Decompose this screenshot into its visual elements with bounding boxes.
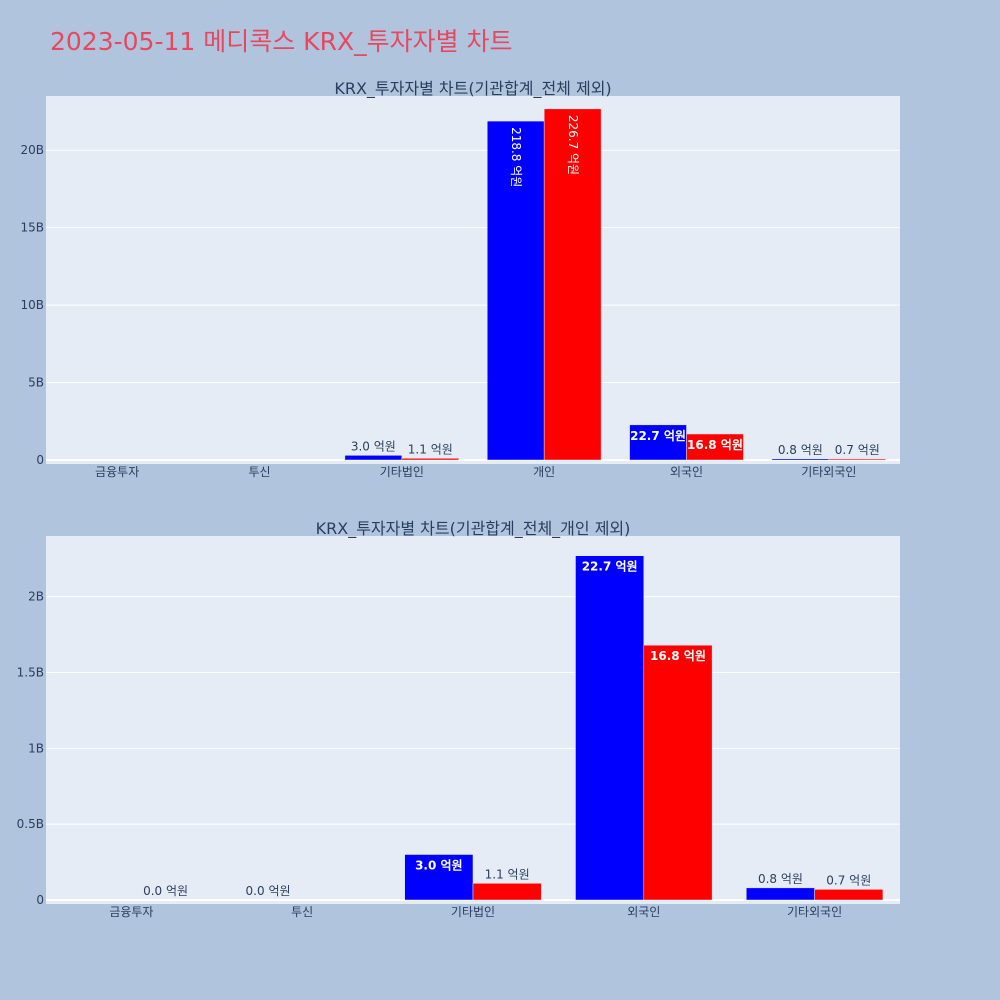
- bar: [486, 120, 545, 461]
- chart-title: KRX_투자자별 차트(기관합계_전체_개인 제외): [316, 519, 631, 539]
- x-tick-label: 투신: [248, 465, 270, 479]
- data-label: 3.0 억원: [351, 439, 396, 453]
- bar: [344, 455, 403, 461]
- page-title: 2023-05-11 메디콕스 KRX_투자자별 차트: [50, 27, 513, 56]
- x-tick-label: 개인: [533, 465, 555, 479]
- x-tick-label: 기타법인: [380, 465, 424, 479]
- bar: [404, 854, 474, 901]
- data-label: 0.0 억원: [143, 884, 188, 898]
- data-label: 0.8 억원: [758, 872, 803, 886]
- x-tick-label: 투신: [291, 905, 313, 919]
- bar: [643, 644, 713, 901]
- bar: [771, 458, 830, 461]
- data-label: 22.7 억원: [582, 560, 638, 574]
- plot-area: [46, 96, 900, 464]
- bar: [543, 108, 602, 461]
- x-tick-label: 외국인: [670, 465, 703, 479]
- data-label: 3.0 억원: [415, 859, 463, 873]
- data-label: 0.7 억원: [835, 443, 880, 457]
- x-tick-label: 기타외국인: [787, 905, 842, 919]
- x-tick-label: 기타외국인: [801, 465, 856, 479]
- data-label: 0.8 억원: [778, 443, 823, 457]
- plot-area: [46, 536, 900, 904]
- y-tick-label: 1.5B: [17, 666, 44, 680]
- data-label: 0.7 억원: [826, 873, 871, 887]
- bar: [472, 883, 542, 901]
- y-tick-label: 2B: [28, 590, 44, 604]
- y-tick-label: 5B: [28, 376, 44, 390]
- y-tick-label: 15B: [20, 221, 44, 235]
- bar: [629, 424, 687, 461]
- data-label: 218.8 억원: [509, 127, 523, 187]
- bar: [401, 458, 460, 461]
- y-tick-label: 0.5B: [17, 817, 44, 831]
- y-tick-label: 0: [36, 893, 44, 907]
- data-label: 226.7 억원: [566, 115, 580, 175]
- chart-title: KRX_투자자별 차트(기관합계_전체 제외): [334, 79, 611, 99]
- bar: [686, 433, 744, 461]
- x-tick-label: 금융투자: [109, 905, 153, 919]
- x-tick-label: 외국인: [627, 905, 660, 919]
- chart-panel-2: 0 0.5B 1B 1.5B 2B KRX_투자자별 차트(기관합계_전체_개인 제외) 금…: [17, 519, 900, 919]
- data-label: 1.1 억원: [408, 442, 453, 456]
- y-tick-label: 0: [36, 453, 44, 467]
- bar: [814, 889, 884, 901]
- data-label: 22.7 억원: [630, 429, 686, 443]
- bar: [746, 887, 815, 901]
- data-label: 1.1 억원: [485, 867, 530, 881]
- data-label: 16.8 억원: [650, 649, 706, 663]
- x-tick-label: 기타법인: [451, 905, 495, 919]
- chart-panel-1: 0 5B 10B 15B 20B KRX_투자자별 차트(기관합계_전체 제외) 금융투자 투…: [20, 79, 900, 479]
- y-tick-label: 20B: [20, 143, 44, 157]
- x-tick-label: 금융투자: [95, 465, 139, 479]
- data-label: 16.8 억원: [687, 438, 743, 452]
- bar: [575, 555, 645, 901]
- bar: [828, 458, 887, 461]
- data-label: 0.0 억원: [246, 884, 291, 898]
- y-tick-label: 10B: [20, 298, 44, 312]
- y-tick-label: 1B: [28, 741, 44, 755]
